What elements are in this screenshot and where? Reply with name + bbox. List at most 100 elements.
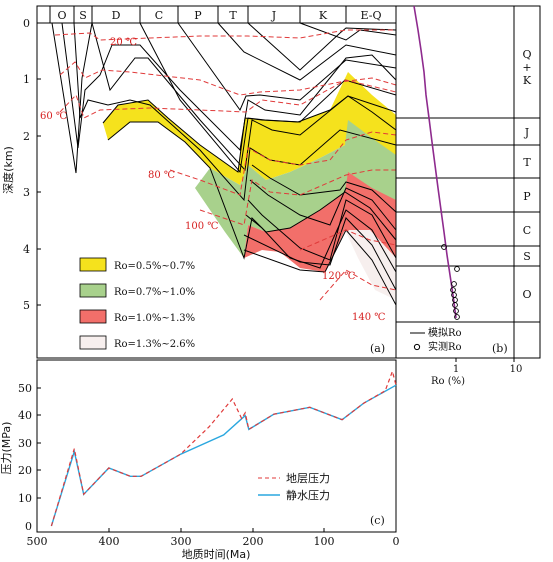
- legend-label: Ro=1.0%~1.3%: [114, 313, 195, 324]
- burial-line: [217, 22, 397, 81]
- ro-zone-green: [195, 120, 396, 258]
- pressure-tick: 50: [18, 382, 32, 395]
- legend-swatch: [79, 257, 107, 272]
- isotherm-line: [59, 61, 397, 96]
- isotherm-line: [319, 269, 397, 301]
- depth-tick: 4: [23, 243, 30, 256]
- time-tick: 300: [171, 535, 192, 548]
- stratum-label: +: [522, 61, 531, 74]
- ro-zone-yellow: [103, 72, 396, 185]
- legend-swatch: [79, 309, 107, 324]
- formation-pressure-line: [50, 369, 397, 527]
- time-tick: 100: [314, 535, 335, 548]
- pressure-tick: 20: [18, 464, 32, 477]
- time-tick: 400: [99, 535, 120, 548]
- stratum-label: K: [523, 74, 532, 87]
- period-label: E-Q: [361, 9, 382, 22]
- stratum-label: J: [524, 126, 529, 139]
- panel-c: 500 400 300 200 100 0 0 10 20 30 40 50 压…: [0, 359, 400, 561]
- measured-point: [441, 244, 447, 250]
- ro-tick: 10: [510, 364, 523, 375]
- stratum-label: O: [522, 288, 531, 301]
- time-tick: 200: [243, 535, 264, 548]
- y-ticks-a: [37, 78, 41, 306]
- depth-tick: 2: [23, 130, 30, 143]
- panel-a: O S D C P T J K E-Q 0 1 2 3 4 5 深度(km): [1, 5, 397, 359]
- pressure-tick: 30: [18, 437, 32, 450]
- measured-point: [452, 302, 458, 308]
- depth-tick: 3: [23, 186, 30, 199]
- burial-line: [247, 22, 397, 71]
- depth-tick: 1: [23, 73, 30, 86]
- isotherm-label: 120 ℃: [322, 271, 355, 282]
- isotherm-label: 100 ℃: [185, 221, 218, 232]
- measured-point: [454, 314, 460, 320]
- ro-tick: 1: [453, 364, 459, 375]
- panel-c-frame: [36, 359, 397, 533]
- burial-line: [247, 199, 397, 261]
- ro-legend: Ro=0.5%~0.7% Ro=0.7%~1.0% Ro=1.0%~1.3% R…: [79, 257, 195, 350]
- isotherm-line: [54, 29, 396, 41]
- measured-point: [451, 281, 457, 287]
- legend-label: Ro=0.7%~1.0%: [114, 287, 195, 298]
- stratum-label: S: [523, 250, 531, 263]
- strata-boundaries: [396, 117, 540, 323]
- legend-swatch: [79, 283, 107, 298]
- measured-point: [453, 308, 459, 314]
- isotherm-label: 60 ℃: [40, 111, 67, 122]
- time-axis-title: 地质时间(Ma): [182, 548, 251, 561]
- burial-line: [91, 22, 397, 172]
- measured-point: [454, 266, 460, 272]
- stratum-label: C: [523, 224, 531, 237]
- burial-line: [299, 22, 397, 41]
- burial-line: [249, 179, 397, 231]
- legend-sim-label: 模拟Ro: [428, 326, 462, 339]
- time-tick: 0: [393, 535, 400, 548]
- isotherm-label: 140 ℃: [352, 312, 385, 323]
- period-label: P: [194, 9, 202, 22]
- legend-hydro-label: 静水压力: [286, 488, 330, 502]
- period-label: C: [155, 9, 163, 22]
- period-label: K: [319, 9, 328, 22]
- period-label: T: [229, 9, 237, 22]
- period-label: O: [57, 9, 66, 22]
- burial-line: [251, 164, 397, 213]
- burial-line: [243, 229, 397, 306]
- ro-zone-pink: [345, 230, 396, 300]
- legend-formation-label: 地层压力: [286, 472, 330, 485]
- legend-label: Ro=0.5%~0.7%: [114, 261, 195, 272]
- stratum-label: Q: [522, 48, 531, 61]
- measured-ro-points: [441, 244, 460, 320]
- time-tick: 500: [27, 535, 48, 548]
- stratum-label: T: [523, 156, 531, 169]
- isotherm-label: 20 ℃: [110, 37, 137, 48]
- burial-line: [245, 209, 397, 273]
- period-label: J: [271, 9, 276, 22]
- pressure-x-ticks: [36, 528, 397, 532]
- period-label: D: [112, 9, 121, 22]
- legend-swatch: [79, 335, 107, 350]
- burial-line: [243, 217, 397, 291]
- pressure-tick: 0: [25, 520, 32, 533]
- pressure-y-ticks: [37, 387, 41, 499]
- legend-meas-marker: [413, 343, 421, 351]
- ro-axis-title: Ro (%): [431, 376, 465, 387]
- isotherm-line: [199, 169, 396, 226]
- isotherm-line: [299, 229, 397, 251]
- stratum-label: P: [523, 190, 531, 203]
- burial-line: [107, 121, 397, 260]
- panel-c-label: (c): [370, 514, 385, 527]
- panel-b-label: (b): [492, 342, 508, 355]
- period-label: S: [79, 9, 87, 22]
- isotherm-line: [169, 131, 397, 196]
- isotherms: [54, 29, 397, 301]
- pressure-tick: 40: [18, 409, 32, 422]
- burial-line: [61, 22, 397, 152]
- legend-meas-label: 实测Ro: [428, 340, 462, 353]
- isotherm-label: 80 ℃: [148, 170, 175, 181]
- depth-tick: 0: [23, 17, 30, 30]
- legend-label: Ro=1.3%~2.6%: [114, 339, 195, 350]
- pressure-axis-title: 压力(MPa): [0, 422, 13, 475]
- panel-a-label: (a): [370, 342, 385, 355]
